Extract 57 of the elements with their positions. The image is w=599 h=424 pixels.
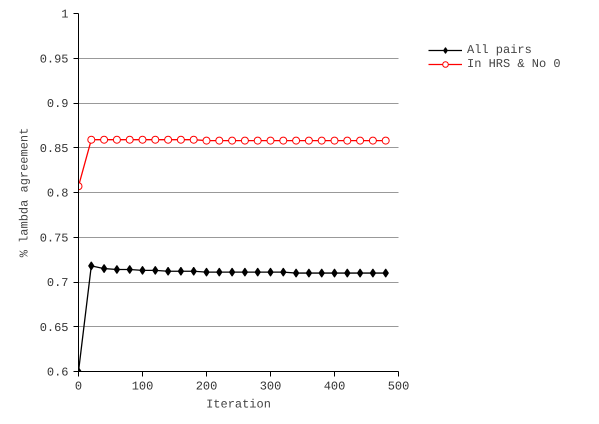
point xyxy=(306,268,312,278)
x-tick-label: 400 xyxy=(324,380,346,394)
legend-label: All pairs xyxy=(467,43,532,57)
x-tick-label: 300 xyxy=(260,380,282,394)
point xyxy=(279,136,288,145)
x-tick-label: 100 xyxy=(132,380,154,394)
point xyxy=(151,136,160,144)
point xyxy=(126,136,134,144)
y-tick-label: 0.85 xyxy=(40,142,69,156)
y-tick-label: 0.95 xyxy=(40,52,69,66)
point xyxy=(203,268,210,277)
point xyxy=(254,136,262,145)
y-tick-label: 0.75 xyxy=(40,231,69,246)
point xyxy=(139,266,146,275)
point xyxy=(318,136,326,145)
point xyxy=(382,136,390,145)
point xyxy=(267,268,274,277)
point xyxy=(292,268,300,278)
point xyxy=(368,136,377,145)
y-tick-label: 0.65 xyxy=(40,320,69,335)
point xyxy=(356,268,364,278)
x-axis-title: Iteration xyxy=(206,398,271,412)
y-tick-label: 0.6 xyxy=(46,366,69,380)
point xyxy=(304,136,313,145)
legend-label: In HRS & No 0 xyxy=(467,57,561,71)
y-axis-title: % lambda agreement xyxy=(18,128,32,258)
point xyxy=(138,136,146,144)
point xyxy=(87,136,96,144)
point xyxy=(228,136,236,145)
point xyxy=(202,136,210,145)
y-tick-label: 1 xyxy=(61,8,68,22)
point xyxy=(228,268,236,277)
point xyxy=(266,136,274,145)
y-tick-label: 0.8 xyxy=(46,186,69,200)
point xyxy=(164,266,172,276)
point xyxy=(292,136,300,145)
x-tick-label: 500 xyxy=(388,380,410,394)
y-tick-label: 0.9 xyxy=(46,97,69,111)
point xyxy=(164,136,172,144)
x-tick-label: 200 xyxy=(196,380,218,394)
point xyxy=(330,136,338,145)
y-tick-label: 0.7 xyxy=(46,276,69,290)
point xyxy=(331,268,338,278)
point xyxy=(178,266,184,276)
point xyxy=(176,136,185,144)
point xyxy=(100,264,108,274)
point xyxy=(190,136,198,144)
point xyxy=(114,264,120,274)
x-tick-label: 0 xyxy=(74,380,82,394)
point xyxy=(112,136,121,144)
point xyxy=(356,136,364,145)
point xyxy=(242,268,248,277)
point xyxy=(240,136,249,145)
point xyxy=(343,136,352,145)
point xyxy=(215,136,224,145)
point xyxy=(100,136,108,144)
point xyxy=(370,268,376,278)
